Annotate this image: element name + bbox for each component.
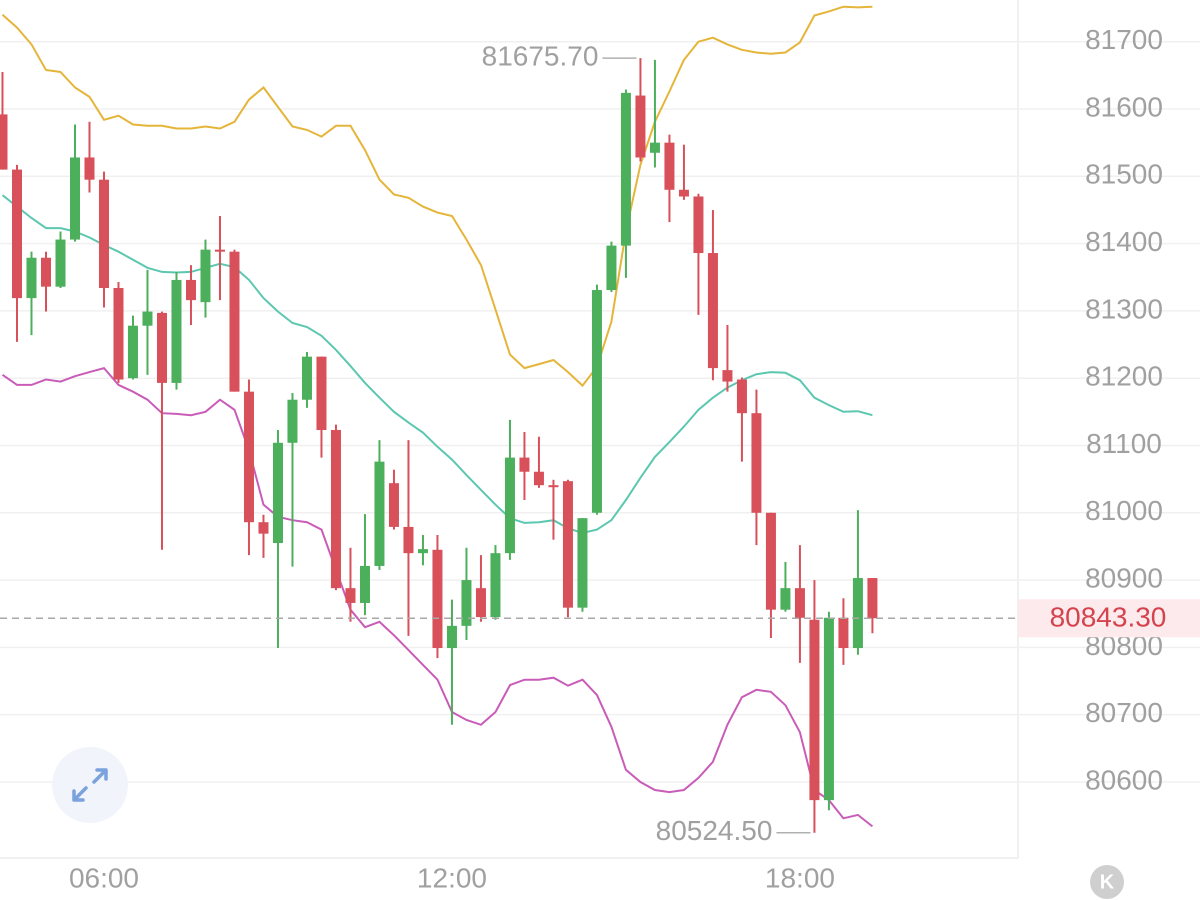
candle-body bbox=[0, 114, 8, 170]
extreme-label: 81675.70 bbox=[482, 40, 599, 71]
candle-body bbox=[519, 457, 530, 472]
candle-body bbox=[345, 588, 356, 603]
candle-body bbox=[577, 518, 588, 608]
candle-body bbox=[229, 251, 240, 392]
candle-body bbox=[84, 157, 95, 180]
candle-body bbox=[287, 399, 298, 443]
candle-body bbox=[214, 249, 225, 252]
candle-body bbox=[794, 588, 805, 618]
y-tick-label: 81300 bbox=[1085, 293, 1163, 324]
candle-body bbox=[200, 249, 211, 303]
candle-body bbox=[664, 142, 675, 190]
candle-body bbox=[55, 239, 66, 287]
band-line bbox=[1, 5, 873, 388]
candle-body bbox=[374, 461, 385, 566]
candle-body bbox=[243, 391, 254, 523]
candle-body bbox=[156, 312, 167, 383]
candle-body bbox=[867, 578, 878, 619]
expand-bg[interactable] bbox=[52, 747, 128, 823]
candle-body bbox=[823, 617, 834, 801]
candle-body bbox=[461, 580, 472, 626]
y-tick-label: 80700 bbox=[1085, 697, 1163, 728]
expand-button[interactable] bbox=[52, 747, 128, 823]
candle-body bbox=[620, 92, 631, 246]
x-tick-label: 18:00 bbox=[765, 862, 835, 893]
candle-body bbox=[780, 588, 791, 610]
candle-body bbox=[330, 430, 341, 589]
candle-body bbox=[809, 619, 820, 801]
candle-body bbox=[446, 625, 457, 649]
x-tick-label: 12:00 bbox=[417, 862, 487, 893]
candle-body bbox=[185, 279, 196, 301]
y-tick-label: 80900 bbox=[1085, 562, 1163, 593]
y-tick-label: 80600 bbox=[1085, 764, 1163, 795]
candle-body bbox=[490, 553, 501, 618]
candle-body bbox=[359, 565, 370, 603]
candle-body bbox=[591, 290, 602, 513]
candle-body bbox=[40, 257, 51, 287]
x-tick-label: 06:00 bbox=[69, 862, 139, 893]
badge: K bbox=[1100, 871, 1115, 893]
candle-body bbox=[722, 370, 733, 382]
candle-body bbox=[649, 142, 660, 153]
y-tick-label: 81100 bbox=[1086, 428, 1162, 459]
candle-body bbox=[432, 549, 443, 649]
candle-body bbox=[475, 588, 486, 618]
expand-icon[interactable] bbox=[72, 768, 108, 802]
candle-body bbox=[258, 522, 269, 534]
y-tick-label: 81400 bbox=[1085, 226, 1163, 257]
candle-body bbox=[852, 578, 863, 649]
band-line bbox=[1, 366, 874, 828]
y-tick-label: 81000 bbox=[1085, 495, 1163, 526]
y-tick-label: 81200 bbox=[1085, 361, 1163, 392]
y-tick-label: 81700 bbox=[1085, 24, 1163, 55]
last-price-box bbox=[1018, 599, 1200, 638]
candle-body bbox=[765, 512, 776, 610]
candle-body bbox=[533, 471, 544, 486]
candle-body bbox=[736, 379, 747, 414]
candle-body bbox=[606, 245, 617, 291]
badge-circle bbox=[1090, 865, 1124, 899]
candle-body bbox=[693, 196, 704, 254]
candle-body bbox=[113, 288, 124, 380]
candle-body bbox=[171, 279, 182, 383]
y-tick-label: 81600 bbox=[1085, 91, 1163, 122]
candle-body bbox=[678, 189, 689, 197]
last-price-label: 80843.30 bbox=[1050, 602, 1167, 633]
candle-body bbox=[11, 169, 22, 299]
extreme-label: 80524.50 bbox=[656, 815, 773, 846]
plot: 8060080700808008090081000811008120081300… bbox=[0, 5, 1200, 893]
candle-body bbox=[838, 617, 849, 649]
candle-body bbox=[69, 157, 80, 240]
candle-body bbox=[707, 253, 718, 369]
candle-body bbox=[751, 413, 762, 513]
candle-body bbox=[388, 483, 399, 527]
candle-body bbox=[316, 356, 327, 431]
candle-body bbox=[548, 485, 559, 488]
candle-body bbox=[562, 481, 573, 608]
candle-body bbox=[417, 549, 428, 554]
candle-body bbox=[301, 356, 312, 400]
candle-body bbox=[26, 257, 37, 299]
candle-body bbox=[272, 442, 283, 544]
candle-body bbox=[127, 325, 138, 379]
y-tick-label: 81500 bbox=[1085, 159, 1163, 190]
candle-body bbox=[98, 179, 109, 289]
candle-body bbox=[635, 95, 646, 158]
candle-body bbox=[142, 311, 153, 326]
candle-body bbox=[504, 457, 515, 554]
candle-body bbox=[403, 526, 414, 554]
